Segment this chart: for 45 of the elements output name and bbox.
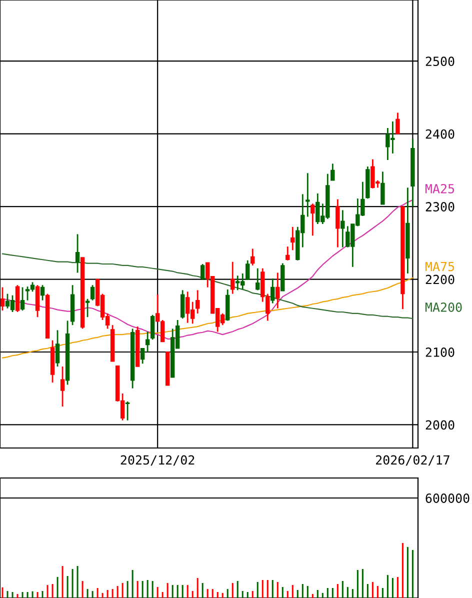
candlestick — [35, 284, 40, 318]
candlestick — [0, 286, 5, 312]
candlestick — [55, 329, 60, 368]
series-label: MA25 — [425, 184, 454, 194]
candlestick — [40, 284, 45, 302]
candlestick — [396, 112, 400, 135]
y-tick-label: 2400 — [426, 129, 454, 139]
series-label: MA200 — [425, 302, 462, 312]
candlestick — [230, 261, 235, 295]
candlestick — [256, 268, 260, 291]
y-tick-label: 2000 — [426, 420, 454, 430]
candlestick — [195, 289, 200, 314]
candlestick — [276, 272, 280, 310]
candlestick — [20, 286, 25, 312]
candlestick — [200, 263, 205, 281]
y-tick-label: 2300 — [426, 202, 454, 212]
candlestick — [60, 366, 65, 408]
candlestick — [90, 284, 95, 302]
candlestick — [270, 278, 275, 304]
candlestick — [15, 284, 20, 313]
line-series — [2, 253, 414, 320]
candlestick — [330, 162, 335, 182]
candlestick — [125, 400, 130, 422]
candlestick — [150, 314, 155, 340]
y-tick-label: 600000 — [426, 494, 470, 503]
candlestick — [306, 172, 310, 218]
candlestick — [286, 246, 290, 262]
x-tick-label: 2026/02/17 — [376, 455, 450, 466]
y-tick-label: 2500 — [426, 56, 454, 66]
x-tick-label: 2025/12/02 — [120, 455, 194, 466]
candlestick — [75, 233, 80, 274]
candlestick — [246, 260, 250, 281]
candlestick — [145, 330, 150, 353]
candlestick — [290, 226, 295, 251]
candlestick — [340, 209, 345, 248]
y-tick-label: 2100 — [426, 348, 454, 357]
candlestick — [310, 202, 315, 236]
series-label: MA75 — [425, 262, 454, 272]
candlestick — [336, 198, 340, 248]
candlestick — [180, 289, 185, 320]
candlestick — [140, 348, 145, 364]
candlestick — [85, 298, 90, 318]
candlestick — [250, 248, 255, 266]
candlestick — [380, 170, 385, 206]
y-tick-label: 2200 — [426, 274, 454, 284]
